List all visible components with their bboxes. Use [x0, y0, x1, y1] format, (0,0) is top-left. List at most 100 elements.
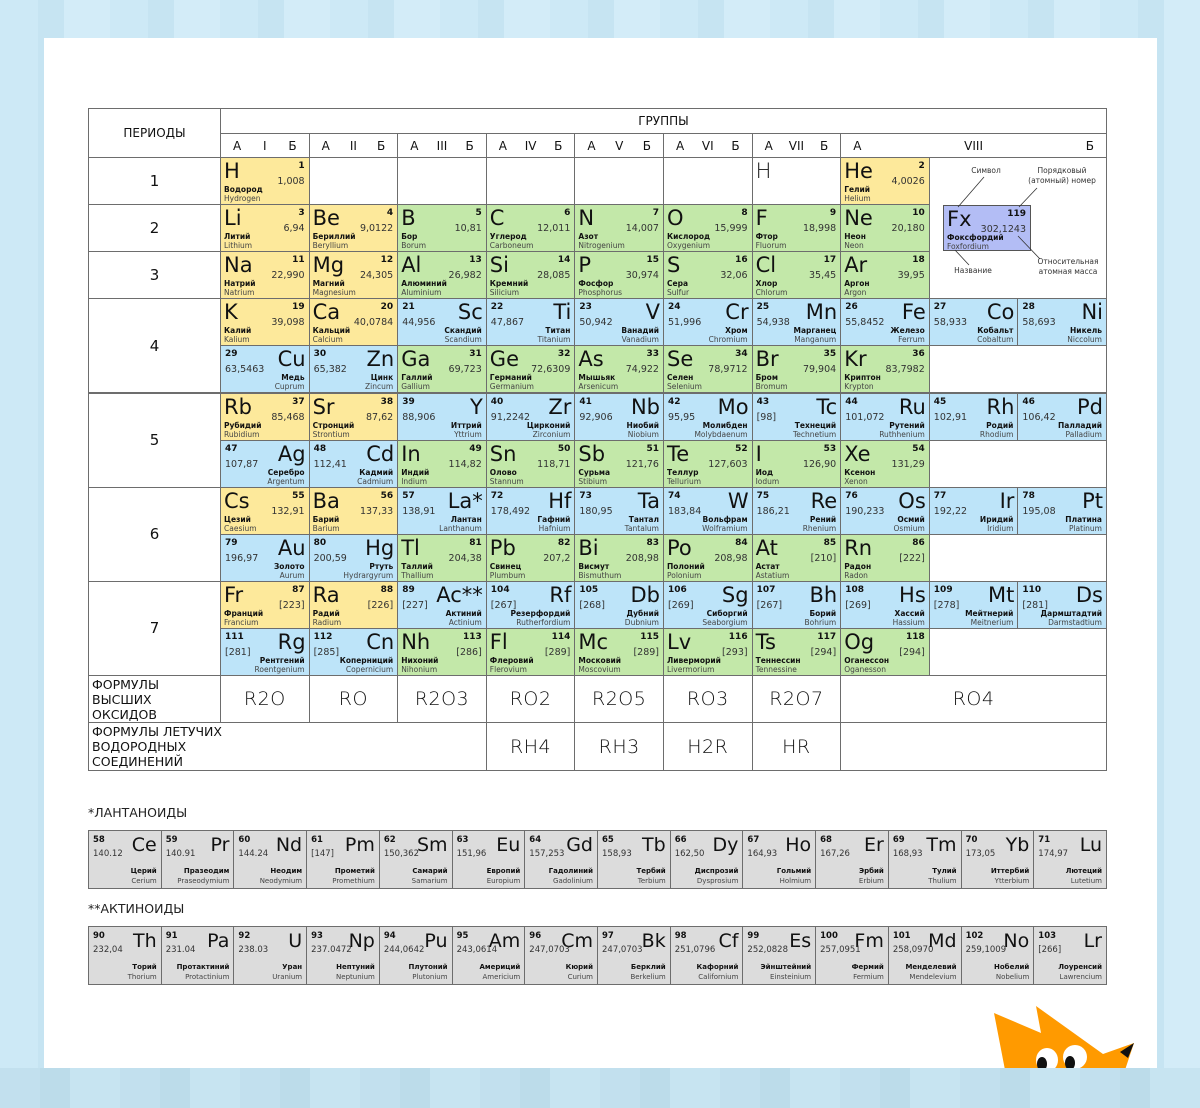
element-cell-K[interactable]: K 19 39,098 Калий Kalium	[220, 298, 310, 347]
element-cell-Pu[interactable]: Pu 94 244,0642 Плутоний Plutonium	[378, 926, 453, 985]
element-cell-V[interactable]: V 23 50,942 Ванадий Vanadium	[574, 298, 664, 347]
element-cell-At[interactable]: At 85 [210] Астат Astatium	[751, 533, 842, 582]
element-cell-Gd[interactable]: Gd 64 157,253 Гадолиний Gadolinium	[524, 830, 598, 889]
element-cell-Es[interactable]: Es 99 252,0828 Эйнштейний Einsteinium	[742, 926, 817, 985]
element-cell-Ce[interactable]: Ce 58 140.12 Церий Cerium	[88, 830, 162, 889]
element-cell-Pr[interactable]: Pr 59 140.91 Празеодим Praseodymium	[160, 830, 235, 889]
element-cell-Os[interactable]: Os 76 190,233 Осмий Osmium	[840, 486, 930, 535]
element-cell-Xe[interactable]: Xe 54 131,29 Ксенон Xenon	[840, 439, 930, 488]
element-cell-Bh[interactable]: Bh 107 [267] Борий Bohrium	[751, 580, 842, 629]
element-cell-Sg[interactable]: Sg 106 [269] Сиборгий Seaborgium	[663, 580, 753, 629]
element-symbol: Li	[224, 206, 242, 231]
element-cell-Ga[interactable]: Ga 31 69,723 Галлий Gallium	[397, 345, 487, 394]
element-name-latin: Calcium	[312, 335, 343, 345]
element-symbol: Cm	[561, 930, 593, 952]
element-cell-Lu[interactable]: Lu 71 174,97 Лютеций Lutetium	[1033, 830, 1107, 889]
element-cell-H[interactable]: H 1 1,008 Водород Hydrogen	[220, 157, 310, 206]
element-cell-Se[interactable]: Se 34 78,9712 Селен Selenium	[663, 345, 753, 394]
element-name-latin: Titanium	[537, 335, 571, 345]
element-cell-Db[interactable]: Db 105 [268] Дубний Dubnium	[574, 580, 664, 629]
element-cell-Rb[interactable]: Rb 37 85,468 Рубидий Rubidium	[220, 392, 310, 441]
element-cell-Ra[interactable]: Ra 88 [226] Радий Radium	[308, 580, 399, 629]
element-cell-Sr[interactable]: Sr 38 87,62 Стронций Strontium	[308, 392, 399, 441]
element-cell-Eu[interactable]: Eu 63 151,96 Европий Europium	[451, 830, 526, 889]
element-cell-Rg[interactable]: Rg 111 [281] Рентгений Roentgenium	[220, 628, 310, 677]
element-cell-Po[interactable]: Po 84 208,98 Полоний Polonium	[663, 533, 753, 582]
element-cell-Yb[interactable]: Yb 70 173,05 Иттербий Ytterbium	[960, 830, 1035, 889]
element-cell-C[interactable]: C 6 12,011 Углерод Carboneum	[485, 204, 576, 253]
element-cell-Cu[interactable]: Cu 29 63,5463 Медь Cuprum	[220, 345, 310, 394]
element-cell-Sb[interactable]: Sb 51 121,76 Сурьма Stibium	[574, 439, 664, 488]
element-cell-Pb[interactable]: Pb 82 207,2 Свинец Plumbum	[485, 533, 576, 582]
element-cell-Cr[interactable]: Cr 24 51,996 Хром Chromium	[663, 298, 753, 347]
element-cell-Hf[interactable]: Hf 72 178,492 Гафний Hafnium	[485, 486, 576, 535]
element-name-ru: Фосфор	[578, 279, 614, 289]
element-cell-Ne[interactable]: Ne 10 20,180 Неон Neon	[840, 204, 930, 253]
element-cell-O[interactable]: O 8 15,999 Кислород Oxygenium	[663, 204, 753, 253]
element-cell-Mc[interactable]: Mc 115 [289] Московий Moscovium	[574, 628, 664, 677]
element-cell-Pa[interactable]: Pa 91 231.04 Протактиний Protactinium	[160, 926, 235, 985]
element-cell-Si[interactable]: Si 14 28,085 Кремний Silicium	[485, 251, 576, 300]
element-cell-Rh[interactable]: Rh 45 102,91 Родий Rhodium	[928, 392, 1019, 441]
element-cell-Dy[interactable]: Dy 66 162,50 Диспрозий Dysprosium	[669, 830, 744, 889]
element-cell-Rf[interactable]: Rf 104 [267] Резерфордий Rutherfordium	[485, 580, 576, 629]
element-cell-Mg[interactable]: Mg 12 24,305 Магний Magnesium	[308, 251, 399, 300]
element-cell-Cd[interactable]: Cd 48 112,41 Кадмий Cadmium	[308, 439, 399, 488]
element-cell-Kr[interactable]: Kr 36 83,7982 Криптон Krypton	[840, 345, 930, 394]
element-cell-As[interactable]: As 33 74,922 Мышьяк Arsenicum	[574, 345, 664, 394]
element-cell-Au[interactable]: Au 79 196,97 Золото Aurum	[220, 533, 310, 582]
element-cell-Re[interactable]: Re 75 186,21 Рений Rhenium	[751, 486, 842, 535]
atomic-number: 12	[380, 255, 394, 266]
element-cell-Cl[interactable]: Cl 17 35,45 Хлор Chlorum	[751, 251, 842, 300]
element-cell-Nd[interactable]: Nd 60 144.24 Неодим Neodymium	[233, 830, 308, 889]
element-cell-Br[interactable]: Br 35 79,904 Бром Bromum	[751, 345, 842, 394]
element-cell-Sm[interactable]: Sm 62 150,362 Самарий Samarium	[378, 830, 453, 889]
element-cell-Tb[interactable]: Tb 65 158,93 Тербий Terbium	[597, 830, 671, 889]
element-cell-Y[interactable]: Y 39 88,906 Иттрий Yttrium	[397, 392, 487, 441]
element-cell-Be[interactable]: Be 4 9,0122 Бериллий Beryllium	[308, 204, 399, 253]
element-cell-Rn[interactable]: Rn 86 [222] Радон Radon	[840, 533, 930, 582]
element-cell-Co[interactable]: Co 27 58,933 Кобальт Cobaltum	[928, 298, 1019, 347]
element-cell-Tc[interactable]: Tc 43 [98] Технеций Technetium	[751, 392, 842, 441]
element-cell-N[interactable]: N 7 14,007 Азот Nitrogenium	[574, 204, 664, 253]
element-cell-Cs[interactable]: Cs 55 132,91 Цезий Caesium	[220, 486, 310, 535]
element-cell-Er[interactable]: Er 68 167,26 Эрбий Erbium	[815, 830, 889, 889]
element-cell-Ts[interactable]: Ts 117 [294] Теннессин Tennessine	[751, 628, 842, 677]
element-cell-Ag[interactable]: Ag 47 107,87 Серебро Argentum	[220, 439, 310, 488]
element-cell-Pd[interactable]: Pd 46 106,42 Палладий Palladium	[1017, 392, 1107, 441]
element-cell-Lv[interactable]: Lv 116 [293] Ливерморий Livermorium	[663, 628, 753, 677]
element-cell-Li[interactable]: Li 3 6,94 Литий Lithium	[220, 204, 310, 253]
element-cell-Ca[interactable]: Ca 20 40,0784 Кальций Calcium	[308, 298, 399, 347]
element-cell-Ba[interactable]: Ba 56 137,33 Барий Barium	[308, 486, 399, 535]
element-cell-Tl[interactable]: Tl 81 204,38 Таллий Thallium	[397, 533, 487, 582]
element-cell-I[interactable]: I 53 126,90 Иод Iodum	[751, 439, 842, 488]
element-cell-Am[interactable]: Am 95 243,0614 Америций Americium	[451, 926, 526, 985]
element-cell-Te[interactable]: Te 52 127,603 Теллур Tellurium	[663, 439, 753, 488]
element-cell-Ge[interactable]: Ge 32 72,6309 Германий Germanium	[485, 345, 576, 394]
element-cell-B[interactable]: B 5 10,81 Бор Borum	[397, 204, 487, 253]
element-cell-Hs[interactable]: Hs 108 [269] Хассий Hassium	[840, 580, 930, 629]
element-cell-Nh[interactable]: Nh 113 [286] Нихоний Nihonium	[397, 628, 487, 677]
element-cell-Na[interactable]: Na 11 22,990 Натрий Natrium	[220, 251, 310, 300]
element-cell-Ir[interactable]: Ir 77 192,22 Иридий Iridium	[928, 486, 1019, 535]
element-cell-Lr[interactable]: Lr 103 [266] Лоуренсий Lawrencium	[1033, 926, 1107, 985]
element-cell-Ds[interactable]: Ds 110 [281] Дармштадтий Darmstadtium	[1017, 580, 1107, 629]
element-cell-No[interactable]: No 102 259,1009 Нобелий Nobelium	[960, 926, 1035, 985]
element-cell-Tm[interactable]: Tm 69 168,93 Тулий Thulium	[887, 830, 962, 889]
element-cell-Cm[interactable]: Cm 96 247,0703 Кюрий Curium	[524, 926, 598, 985]
element-name-latin: Praseodymium	[177, 877, 230, 885]
element-cell-F[interactable]: F 9 18,998 Фтор Fluorum	[751, 204, 842, 253]
element-cell-Bi[interactable]: Bi 83 208,98 Висмут Bismuthum	[574, 533, 664, 582]
element-cell-Bk[interactable]: Bk 97 247,0703 Берклий Berkelium	[597, 926, 671, 985]
element-cell-Pt[interactable]: Pt 78 195,08 Платина Platinum	[1017, 486, 1107, 535]
element-name-latin: Silicium	[489, 288, 520, 298]
element-cell-Pm[interactable]: Pm 61 [147] Прометий Promethium	[306, 830, 380, 889]
element-cell-Th[interactable]: Th 90 232,04 Торий Thorium	[88, 926, 162, 985]
element-name-ru: Радий	[312, 608, 340, 618]
element-cell-Fm[interactable]: Fm 100 257,0951 Фермий Fermium	[815, 926, 889, 985]
element-cell-U[interactable]: U 92 238.03 Уран Uranium	[233, 926, 308, 985]
element-cell-Ru[interactable]: Ru 44 101,072 Рутений Ruthhenium	[840, 392, 930, 441]
element-cell-Zn[interactable]: Zn 30 65,382 Цинк Zincum	[308, 345, 399, 394]
element-cell-Al[interactable]: Al 13 26,982 Алюминий Aluminium	[397, 251, 487, 300]
element-cell-Np[interactable]: Np 93 237.0472 Нептуний Neptunium	[306, 926, 380, 985]
